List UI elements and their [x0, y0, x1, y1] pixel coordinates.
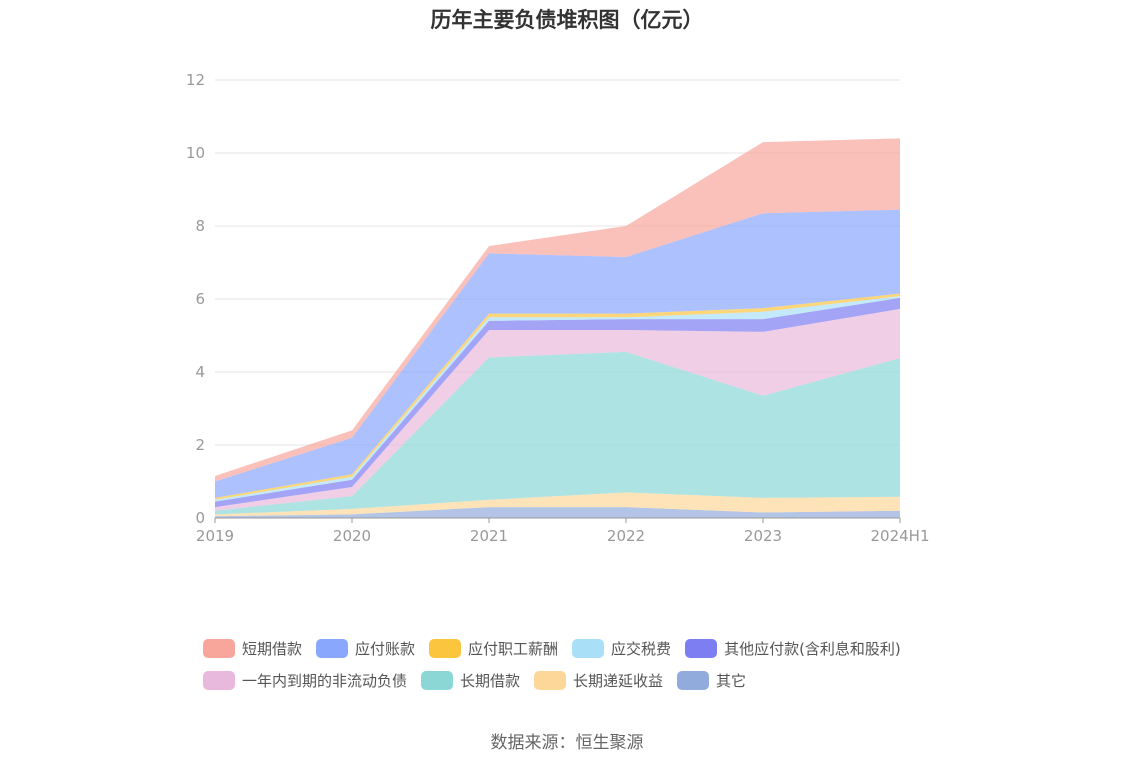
legend-item[interactable]: 应付账款	[316, 638, 415, 659]
legend-label: 其他应付款(含利息和股利)	[724, 639, 901, 658]
legend-swatch	[677, 670, 710, 690]
area-8	[215, 138, 900, 482]
x-tick-label: 2020	[333, 527, 371, 545]
y-tick-label: 6	[195, 290, 205, 308]
legend-label: 应交税费	[611, 639, 672, 658]
axes: 0 2 4 6 8 10 12 2019 2020 2021 2022 2023 2024H1	[186, 71, 930, 545]
legend-item[interactable]: 应交税费	[572, 638, 671, 659]
legend-item[interactable]: 短期借款	[203, 638, 302, 659]
area-1	[215, 492, 900, 517]
legend-swatch	[203, 638, 235, 658]
area-7	[215, 209, 900, 498]
legend-item[interactable]: 其它	[677, 670, 746, 691]
area-3	[215, 308, 900, 511]
x-tick-label: 2022	[607, 527, 645, 545]
legend-swatch	[685, 638, 718, 658]
legend-item[interactable]: 一年内到期的非流动负债	[203, 670, 407, 691]
area-2	[215, 351, 900, 515]
y-tick-label: 8	[195, 217, 205, 235]
legend-swatch	[429, 638, 462, 658]
legend: 短期借款 应付账款 应付职工薪酬 应交税费 其他应付款(含利息和股利) 一年内到期的非流…	[203, 632, 963, 696]
area-0	[215, 507, 900, 518]
legend-item[interactable]: 应付职工薪酬	[429, 638, 558, 659]
stacked-area-chart: 0 2 4 6 8 10 12 2019 2020 2021 2022 2023 2024H1	[186, 71, 930, 545]
y-tick-label: 0	[195, 509, 205, 527]
y-tick-label: 4	[195, 363, 205, 381]
legend-row-2: 一年内到期的非流动负债 长期借款 长期递延收益 其它	[203, 664, 963, 696]
legend-swatch	[572, 638, 605, 658]
y-tick-label: 12	[186, 71, 205, 89]
x-tick-label: 2019	[196, 527, 234, 545]
y-tick-label: 10	[186, 144, 205, 162]
legend-label: 应付账款	[355, 639, 416, 658]
legend-label: 应付职工薪酬	[468, 639, 559, 658]
legend-item[interactable]: 长期借款	[421, 670, 520, 691]
legend-label: 短期借款	[242, 639, 303, 658]
x-tick-label: 2024H1	[871, 527, 930, 545]
source-note: 数据来源：恒生聚源	[490, 733, 644, 753]
legend-label: 一年内到期的非流动负债	[242, 671, 408, 690]
legend-swatch	[203, 670, 235, 690]
chart-title: 历年主要负债堆积图（亿元）	[430, 8, 704, 32]
x-tick-label: 2023	[744, 527, 782, 545]
legend-label: 长期递延收益	[573, 671, 664, 690]
x-tick-label: 2021	[470, 527, 508, 545]
legend-swatch	[534, 670, 567, 690]
legend-item[interactable]: 长期递延收益	[534, 670, 663, 691]
area-series	[215, 138, 900, 518]
legend-label: 长期借款	[460, 671, 521, 690]
legend-item[interactable]: 其他应付款(含利息和股利)	[685, 638, 901, 659]
legend-swatch	[421, 670, 454, 690]
legend-row-1: 短期借款 应付账款 应付职工薪酬 应交税费 其他应付款(含利息和股利)	[203, 632, 963, 664]
area-4	[215, 297, 900, 508]
y-tick-label: 2	[195, 436, 205, 454]
legend-label: 其它	[716, 671, 747, 690]
legend-swatch	[316, 638, 349, 658]
